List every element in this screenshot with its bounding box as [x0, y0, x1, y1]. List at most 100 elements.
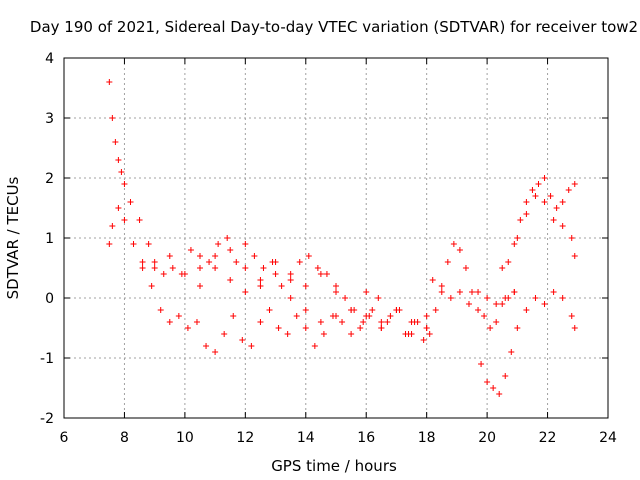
data-point [215, 241, 222, 247]
data-point [169, 265, 176, 271]
data-point [197, 283, 203, 289]
data-point [511, 289, 518, 295]
data-point [139, 259, 146, 265]
data-point [514, 235, 521, 241]
series-track-i [514, 193, 578, 259]
data-point [106, 79, 113, 85]
data-point [450, 241, 457, 247]
data-point [438, 283, 445, 289]
data-point [393, 307, 400, 313]
y-tick-label: 1 [45, 231, 54, 247]
y-tick-label: 4 [45, 51, 54, 67]
data-point [272, 271, 279, 277]
data-point [109, 115, 116, 121]
x-tick-label: 8 [120, 430, 129, 446]
data-point [302, 325, 309, 331]
data-point [559, 223, 566, 229]
data-point [112, 139, 119, 145]
data-point [333, 283, 339, 289]
data-point [339, 319, 346, 325]
data-point [363, 313, 370, 319]
data-point [378, 325, 385, 331]
data-point [317, 271, 324, 277]
series-track-d [197, 265, 430, 337]
data-point [514, 325, 521, 331]
data-point [423, 325, 430, 331]
x-tick-label: 24 [599, 430, 617, 446]
x-tick-label: 10 [176, 430, 194, 446]
data-point [248, 343, 255, 349]
data-point [239, 337, 246, 343]
data-point [109, 223, 116, 229]
data-point [541, 175, 548, 181]
data-point [305, 253, 312, 259]
data-point [565, 187, 572, 193]
data-point [523, 199, 530, 205]
data-point [193, 319, 200, 325]
data-point [402, 331, 409, 337]
y-tick-label: 0 [45, 291, 54, 307]
data-point [487, 325, 494, 331]
data-point [484, 295, 491, 301]
data-point [242, 265, 249, 271]
data-point [553, 205, 560, 211]
data-point [496, 391, 503, 397]
data-point [296, 259, 303, 265]
data-point [490, 385, 497, 391]
data-point [206, 259, 213, 265]
series-track-f [429, 277, 518, 307]
data-point [559, 295, 566, 301]
data-point [115, 157, 122, 163]
y-tick-label: 3 [45, 111, 54, 127]
data-point [408, 319, 415, 325]
data-point [166, 253, 173, 259]
data-point [302, 307, 309, 313]
data-point [475, 289, 482, 295]
data-point [227, 277, 234, 283]
x-tick-label: 18 [418, 430, 436, 446]
data-point [293, 313, 300, 319]
data-point [145, 241, 152, 247]
y-tick-label: 2 [45, 171, 54, 187]
data-point [242, 289, 249, 295]
data-point [242, 241, 249, 247]
data-point [212, 349, 219, 355]
data-point [571, 181, 578, 187]
data-point [157, 307, 164, 313]
data-point [106, 241, 113, 247]
data-point [136, 217, 143, 223]
data-point [118, 169, 125, 175]
data-point [224, 235, 231, 241]
x-tick-label: 16 [357, 430, 375, 446]
data-point [502, 295, 509, 301]
data-point [127, 199, 134, 205]
data-point [499, 265, 506, 271]
x-tick-label: 12 [236, 430, 254, 446]
data-point [348, 331, 355, 337]
data-point [333, 313, 339, 319]
series-track-g [478, 289, 578, 397]
data-point [272, 259, 279, 265]
data-point [475, 307, 482, 313]
data-point [363, 289, 370, 295]
data-point [523, 307, 530, 313]
data-point [121, 181, 128, 187]
data-point [499, 301, 506, 307]
data-point [257, 283, 264, 289]
data-point [432, 307, 439, 313]
data-point [493, 301, 500, 307]
data-point [348, 307, 355, 313]
data-point [532, 193, 539, 199]
data-point [550, 289, 557, 295]
data-point [302, 283, 309, 289]
data-point [311, 343, 318, 349]
data-point [568, 313, 575, 319]
data-point [121, 217, 128, 223]
data-point [550, 217, 557, 223]
data-point [375, 295, 382, 301]
data-point [465, 301, 472, 307]
data-point [257, 319, 264, 325]
data-point [175, 313, 182, 319]
